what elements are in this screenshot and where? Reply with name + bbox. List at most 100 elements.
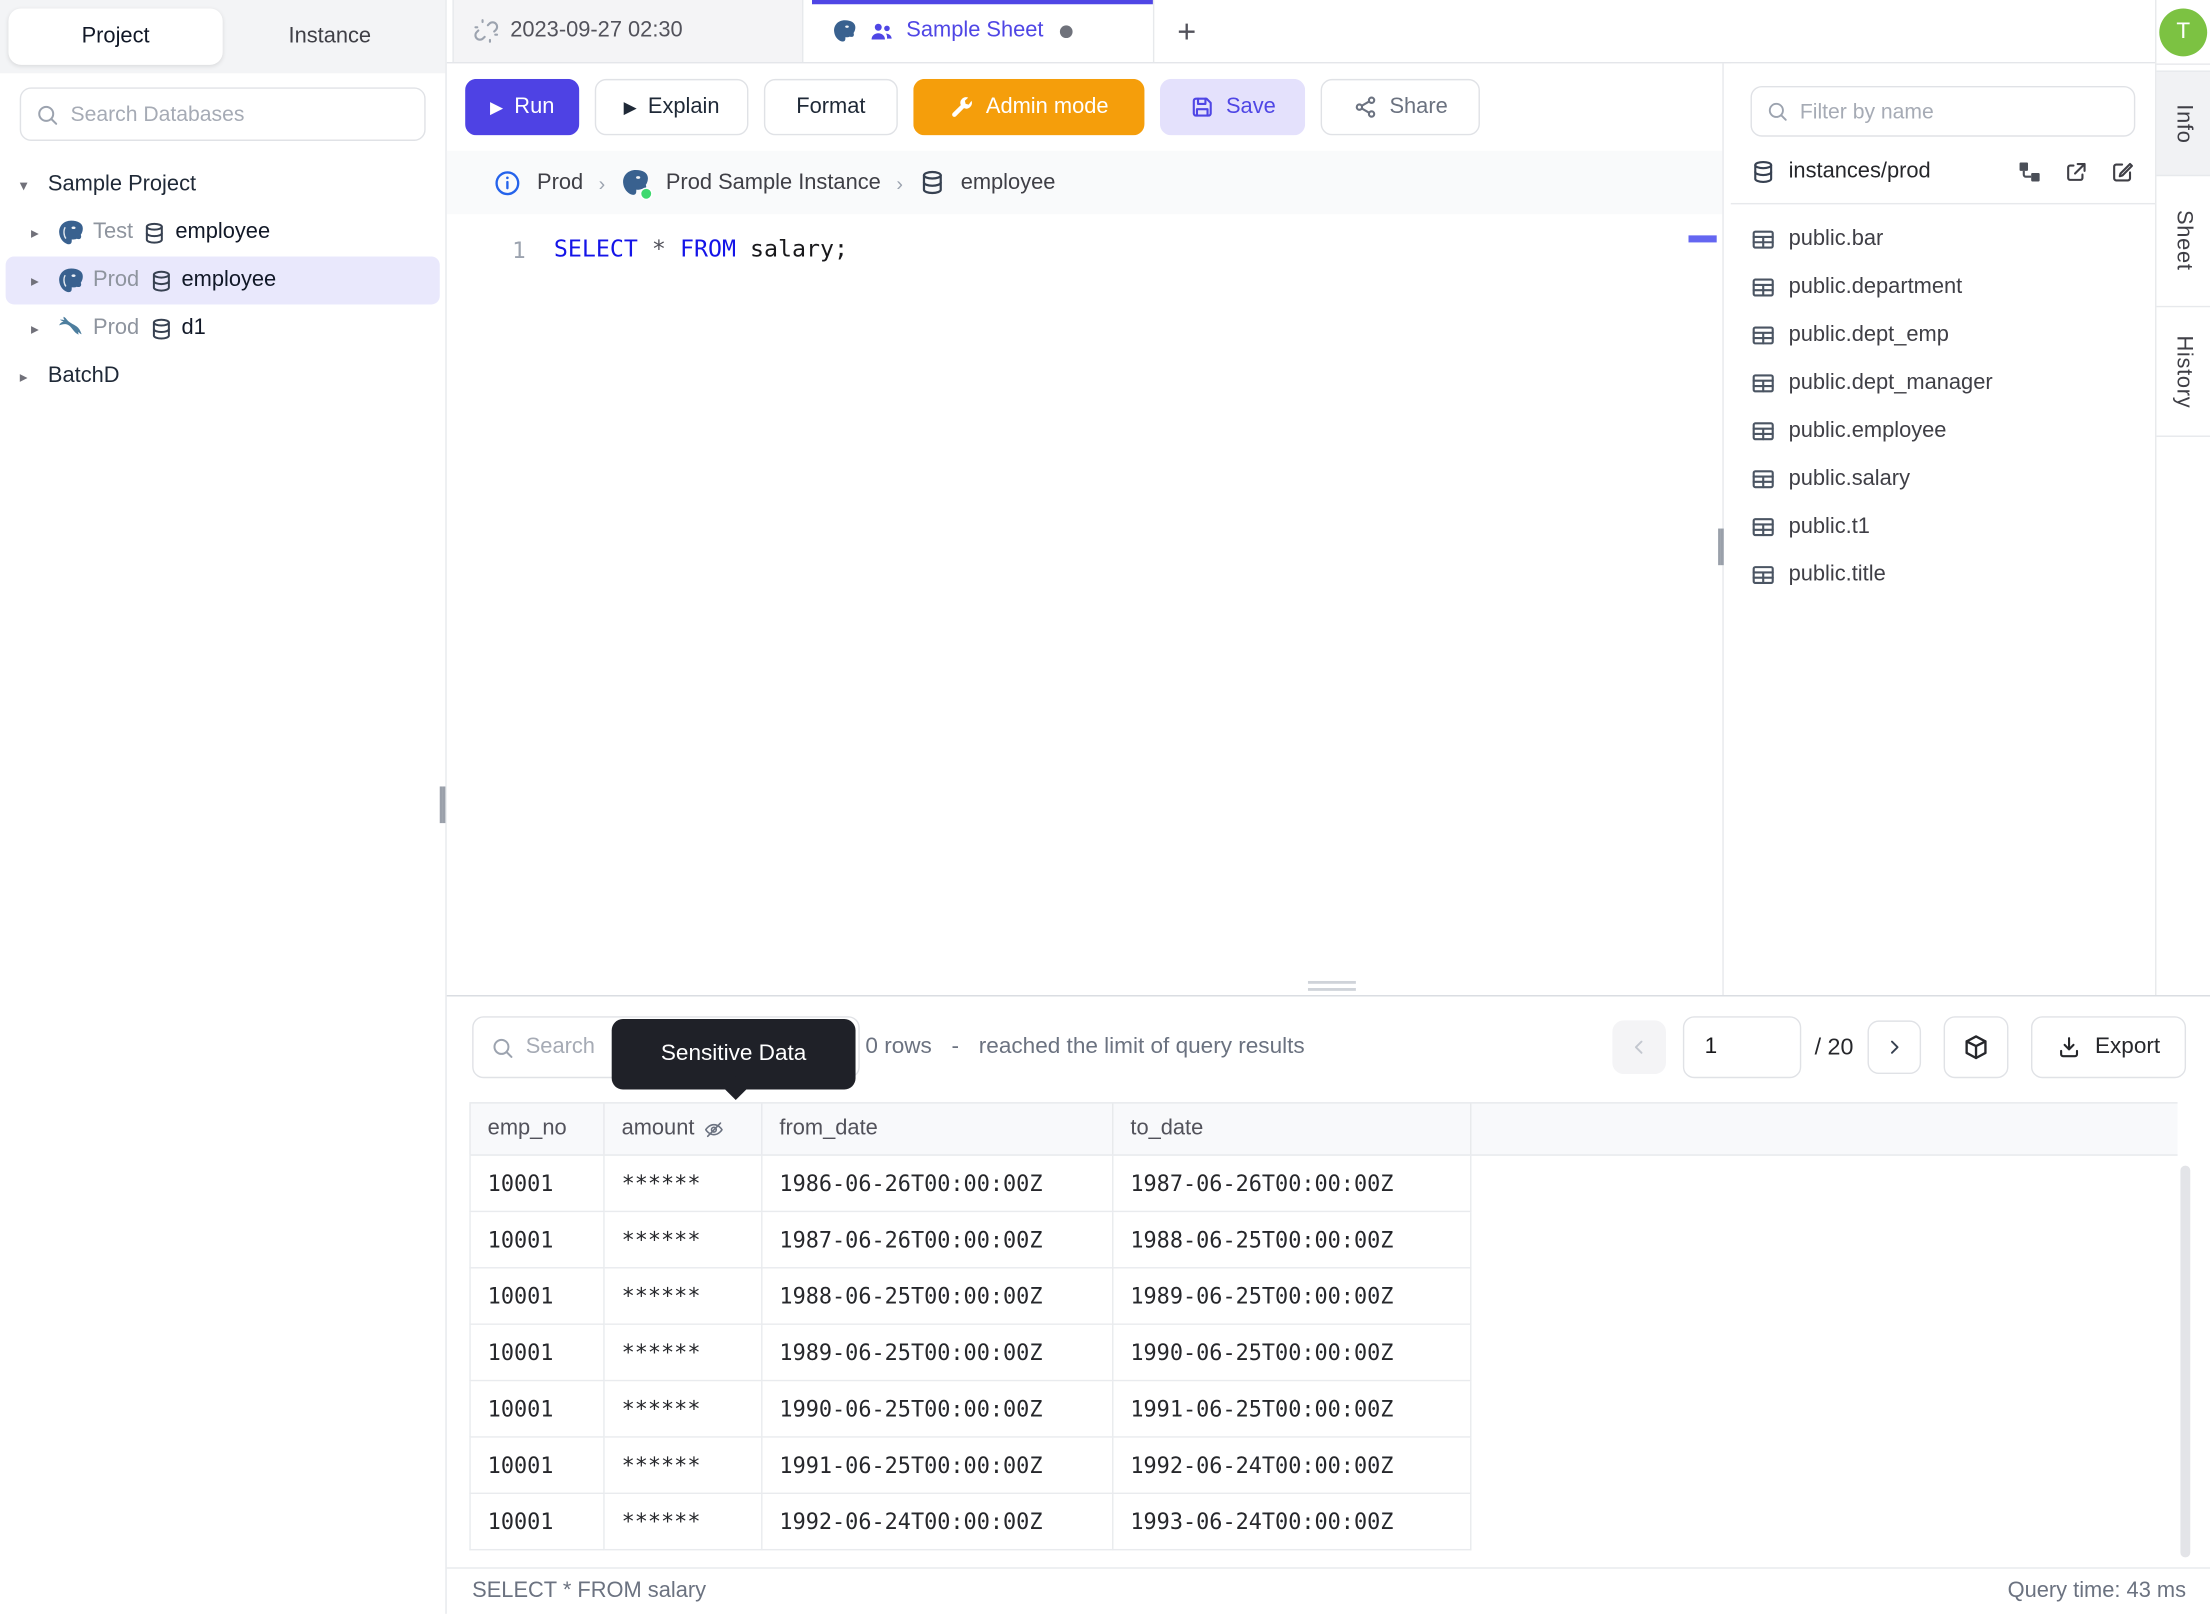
sql-editor[interactable]: 1 SELECT * FROM salary; <box>446 214 1723 996</box>
cell-from-date[interactable]: 1991-06-25T00:00:00Z <box>762 1437 1114 1495</box>
table-row[interactable]: 10001 ****** 1988-06-25T00:00:00Z 1989-0… <box>469 1268 2177 1325</box>
tab-sample-sheet[interactable]: Sample Sheet <box>811 0 1155 63</box>
cell-emp-no[interactable]: 10001 <box>469 1268 605 1325</box>
table-row[interactable]: 10001 ****** 1989-06-25T00:00:00Z 1990-0… <box>469 1324 2177 1382</box>
search-databases-input[interactable] <box>70 102 411 127</box>
table-row[interactable]: 10001 ****** 1992-06-24T00:00:00Z 1993-0… <box>469 1494 2177 1551</box>
results-scrollbar[interactable] <box>2180 1165 2191 1558</box>
share-button[interactable]: Share <box>1320 78 1480 136</box>
table-list-item[interactable]: public.title <box>1751 551 2136 599</box>
tab-instance[interactable]: Instance <box>288 23 372 48</box>
caret-right-icon[interactable]: ▸ <box>19 368 28 386</box>
results-table-header: emp_no amount from_date to_date <box>469 1102 2178 1156</box>
breadcrumb-instance[interactable]: Prod Sample Instance <box>665 169 881 194</box>
wrench-icon <box>952 97 973 117</box>
new-tab-button[interactable]: + <box>1177 11 1197 49</box>
format-button[interactable]: Format <box>763 78 898 136</box>
caret-down-icon[interactable]: ▾ <box>19 176 28 194</box>
cell-to-date[interactable]: 1991-06-25T00:00:00Z <box>1113 1381 1472 1438</box>
side-tab[interactable]: Sheet <box>2156 176 2210 308</box>
cell-amount-masked[interactable]: ****** <box>604 1437 763 1495</box>
column-header[interactable]: from_date <box>763 1103 1114 1155</box>
cell-from-date[interactable]: 1986-06-26T00:00:00Z <box>762 1155 1114 1213</box>
sidebar-resize-handle[interactable] <box>439 786 446 824</box>
table-row[interactable]: 10001 ****** 1987-06-26T00:00:00Z 1988-0… <box>469 1212 2177 1269</box>
tab-sheet-unsaved[interactable]: 2023-09-27 02:30 <box>452 0 804 63</box>
panel-resize-handle[interactable] <box>1718 528 1724 566</box>
table-list: public.bar public.department public.dept… <box>1751 216 2136 599</box>
results-resize-handle[interactable] <box>1307 977 1356 991</box>
cell-to-date[interactable]: 1987-06-26T00:00:00Z <box>1113 1155 1472 1213</box>
save-button[interactable]: Save <box>1159 78 1306 136</box>
tree-node-database[interactable]: ▸ Prod employee <box>5 256 440 305</box>
cell-from-date[interactable]: 1990-06-25T00:00:00Z <box>762 1381 1114 1438</box>
tree-node-batchd[interactable]: ▸ BatchD <box>6 352 440 400</box>
cell-to-date[interactable]: 1993-06-24T00:00:00Z <box>1113 1494 1472 1551</box>
cell-from-date[interactable]: 1992-06-24T00:00:00Z <box>762 1494 1114 1551</box>
cell-amount-masked[interactable]: ****** <box>604 1494 763 1551</box>
cell-to-date[interactable]: 1988-06-25T00:00:00Z <box>1113 1212 1472 1269</box>
column-header[interactable]: to_date <box>1113 1103 1472 1155</box>
table-list-item[interactable]: public.dept_manager <box>1751 359 2136 407</box>
side-tab[interactable]: Info <box>2156 70 2210 177</box>
cell-to-date[interactable]: 1989-06-25T00:00:00Z <box>1113 1268 1472 1325</box>
cell-to-date[interactable]: 1990-06-25T00:00:00Z <box>1113 1324 1472 1382</box>
next-page-button[interactable] <box>1867 1020 1922 1074</box>
table-list-item[interactable]: public.dept_emp <box>1751 311 2136 359</box>
table-list-item[interactable]: public.t1 <box>1751 503 2136 551</box>
table-row[interactable]: 10001 ****** 1991-06-25T00:00:00Z 1992-0… <box>469 1437 2177 1495</box>
schema-diagram-icon[interactable] <box>2017 159 2042 184</box>
caret-right-icon[interactable]: ▸ <box>31 224 39 242</box>
table-icon <box>1752 422 1774 441</box>
table-list-item[interactable]: public.department <box>1751 264 2136 312</box>
prev-page-button[interactable] <box>1613 1020 1667 1074</box>
cell-emp-no[interactable]: 10001 <box>469 1437 605 1495</box>
admin-mode-button[interactable]: Admin mode <box>913 78 1145 136</box>
caret-right-icon[interactable]: ▸ <box>31 272 39 290</box>
cell-amount-masked[interactable]: ****** <box>604 1268 763 1325</box>
cell-amount-masked[interactable]: ****** <box>604 1212 763 1269</box>
left-sidebar: Project Instance ▾ Sample Project ▸ Test… <box>0 0 447 1614</box>
external-link-icon[interactable] <box>2063 159 2088 184</box>
cell-from-date[interactable]: 1987-06-26T00:00:00Z <box>762 1212 1114 1269</box>
cell-emp-no[interactable]: 10001 <box>469 1212 605 1269</box>
table-icon <box>1752 470 1774 489</box>
breadcrumb-environment[interactable]: Prod <box>536 169 584 194</box>
tree-node-database[interactable]: ▸ Test employee <box>6 209 440 257</box>
breadcrumb-database[interactable]: employee <box>960 169 1056 194</box>
export-button[interactable]: Export <box>2031 1016 2187 1079</box>
explain-button[interactable]: ▶ Explain <box>594 78 749 136</box>
side-tab[interactable]: History <box>2156 307 2210 437</box>
filter-by-name-input[interactable] <box>1799 99 2120 124</box>
data-masking-button[interactable] <box>1943 1016 2009 1079</box>
table-list-item[interactable]: public.bar <box>1751 216 2136 264</box>
run-button[interactable]: ▶ Run <box>465 78 580 136</box>
edit-icon[interactable] <box>2110 159 2135 184</box>
page-total: / 20 <box>1814 1033 1854 1060</box>
tree-node-database[interactable]: ▸ Prod d1 <box>6 304 440 352</box>
tree-node-sample-project[interactable]: ▾ Sample Project <box>6 161 440 209</box>
table-row[interactable]: 10001 ****** 1986-06-26T00:00:00Z 1987-0… <box>469 1155 2177 1213</box>
table-row[interactable]: 10001 ****** 1990-06-25T00:00:00Z 1991-0… <box>469 1381 2177 1438</box>
cell-emp-no[interactable]: 10001 <box>469 1494 605 1551</box>
table-icon <box>1752 518 1774 537</box>
cell-from-date[interactable]: 1989-06-25T00:00:00Z <box>762 1324 1114 1382</box>
page-number-input[interactable] <box>1683 1016 1802 1079</box>
cell-emp-no[interactable]: 10001 <box>469 1324 605 1382</box>
query-time: Query time: 43 ms <box>2007 1578 2187 1603</box>
column-header-masked[interactable]: amount <box>605 1103 763 1155</box>
table-list-item[interactable]: public.employee <box>1751 407 2136 455</box>
cell-emp-no[interactable]: 10001 <box>469 1381 605 1438</box>
cell-amount-masked[interactable]: ****** <box>604 1155 763 1213</box>
cell-emp-no[interactable]: 10001 <box>469 1155 605 1213</box>
table-list-item[interactable]: public.salary <box>1751 455 2136 503</box>
tab-project[interactable]: Project <box>8 8 223 65</box>
column-header[interactable]: emp_no <box>469 1103 605 1155</box>
cell-from-date[interactable]: 1988-06-25T00:00:00Z <box>762 1268 1114 1325</box>
cell-amount-masked[interactable]: ****** <box>604 1324 763 1382</box>
avatar[interactable]: T <box>2159 7 2208 56</box>
cell-to-date[interactable]: 1992-06-24T00:00:00Z <box>1113 1437 1472 1495</box>
caret-right-icon[interactable]: ▸ <box>31 320 39 338</box>
cell-amount-masked[interactable]: ****** <box>604 1381 763 1438</box>
info-icon[interactable] <box>493 168 521 196</box>
